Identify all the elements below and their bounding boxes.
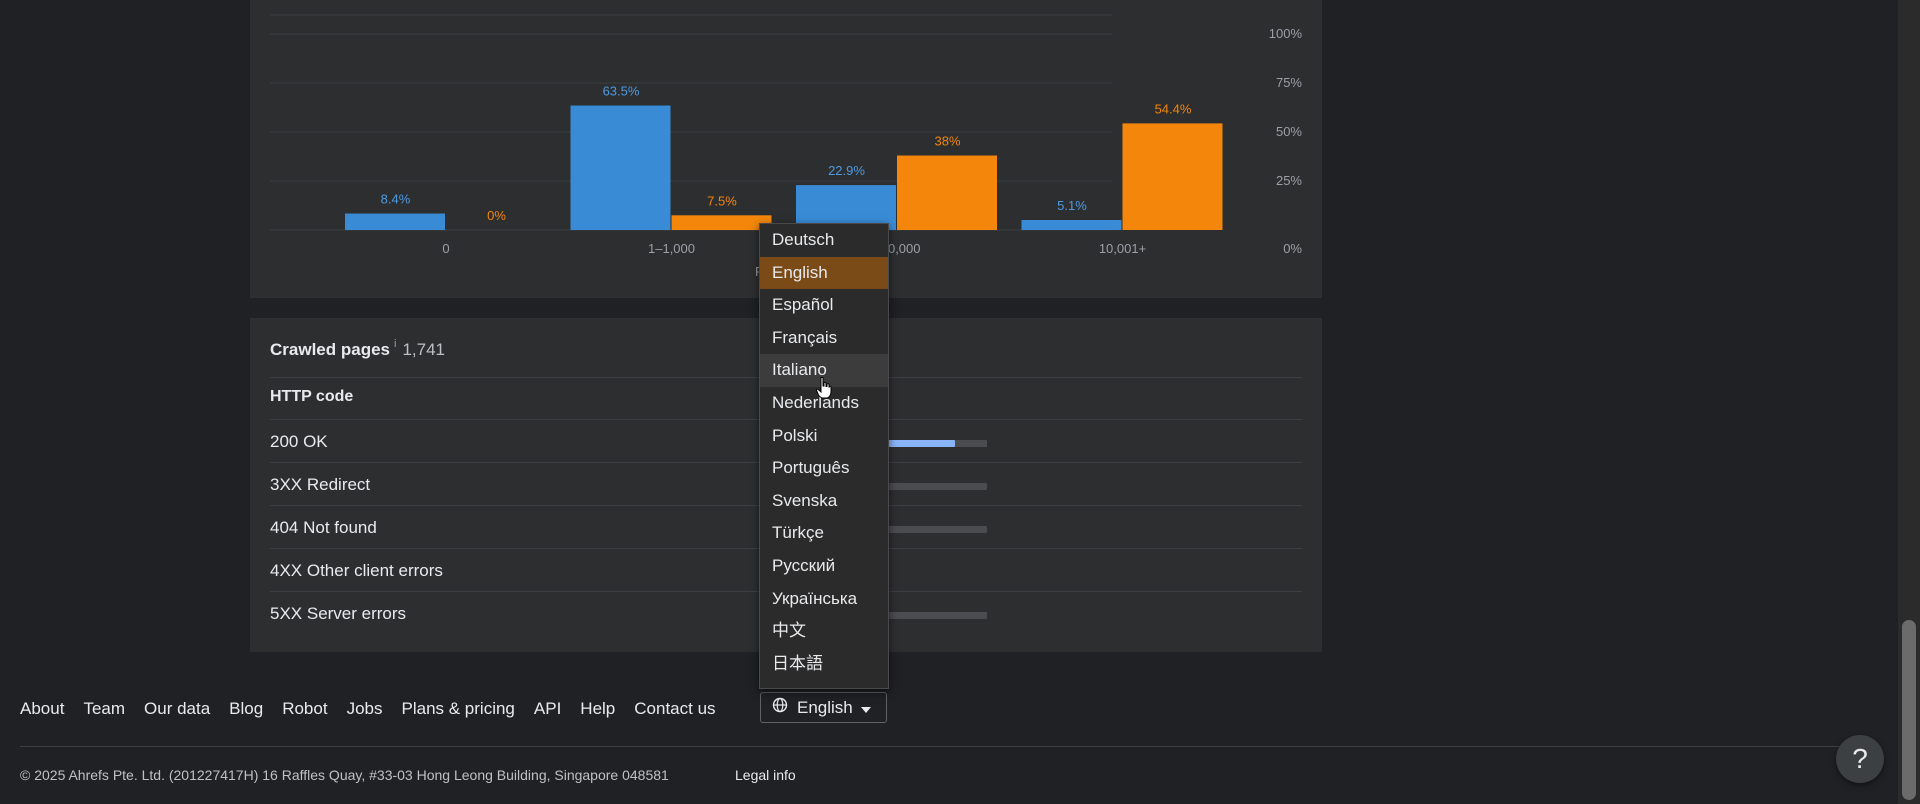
language-selector-label: English: [797, 697, 853, 717]
footer-link-plans-pricing[interactable]: Plans & pricing: [401, 699, 515, 718]
chart-bar: [796, 185, 896, 230]
footer-link-contact-us[interactable]: Contact us: [634, 699, 716, 718]
language-option-russian[interactable]: Русский: [772, 555, 836, 575]
footer-nav: About Team Our data Blog Robot Jobs Plan…: [20, 699, 735, 719]
bar-value-label: 38%: [934, 134, 960, 149]
footer-link-help[interactable]: Help: [580, 699, 616, 718]
bar-value-label: 0%: [487, 208, 506, 223]
chart-bar: [345, 213, 445, 230]
y-tick-label: 25%: [1276, 173, 1302, 188]
hand-cursor-icon: [816, 376, 832, 404]
y-tick-label: 75%: [1276, 75, 1302, 90]
language-option-turkce[interactable]: Türkçe: [772, 523, 824, 543]
crawled-pages-count: 1,741: [402, 340, 445, 359]
language-option-italiano[interactable]: Italiano: [760, 354, 888, 387]
legal-info-link[interactable]: Legal info: [735, 767, 796, 783]
http-code-label: 200 OK: [270, 432, 328, 451]
x-category-label: 10,001+: [1099, 241, 1146, 256]
http-code-header: HTTP code: [270, 388, 354, 405]
globe-icon: [772, 697, 788, 718]
language-menu: Deutsch English Español Français Italian…: [759, 223, 889, 689]
crawled-pages-heading: Crawled pages i 1,741: [270, 338, 445, 360]
language-selector-button[interactable]: English: [760, 692, 887, 723]
bar-value-label: 7.5%: [707, 193, 737, 208]
http-code-label: 4XX Other client errors: [270, 561, 443, 580]
bar-value-label: 22.9%: [828, 163, 865, 178]
copyright-text: © 2025 Ahrefs Pte. Ltd. (201227417H) 16 …: [20, 767, 669, 783]
bar-value-label: 5.1%: [1057, 198, 1087, 213]
language-option-english[interactable]: English: [760, 256, 888, 290]
footer-link-api[interactable]: API: [533, 699, 562, 718]
help-button[interactable]: ?: [1836, 735, 1884, 783]
info-icon[interactable]: i: [394, 338, 397, 350]
bar-value-label: 8.4%: [381, 192, 411, 207]
language-option-chinese[interactable]: 中文: [772, 621, 806, 641]
site-footer: About Team Our data Blog Robot Jobs Plan…: [0, 672, 1898, 804]
footer-link-blog[interactable]: Blog: [229, 699, 264, 718]
x-category-label: 0: [442, 241, 449, 256]
footer-divider: [20, 746, 1880, 747]
chart-bar: [897, 155, 997, 230]
y-tick-label: 50%: [1276, 124, 1302, 139]
x-category-label: 1–1,000: [648, 241, 695, 256]
share-bar-fill: [870, 440, 956, 447]
language-option-nederlands[interactable]: Nederlands: [772, 392, 859, 412]
chart-bar: [671, 215, 772, 230]
y-tick-label: 0%: [1283, 241, 1302, 256]
footer-link-jobs[interactable]: Jobs: [346, 699, 383, 718]
chart-bar: [1021, 220, 1122, 230]
http-code-label: 404 Not found: [270, 518, 377, 537]
scrollbar-thumb[interactable]: [1902, 620, 1916, 800]
language-option-portugues[interactable]: Português: [772, 458, 850, 478]
language-option-deutsch[interactable]: Deutsch: [772, 230, 835, 249]
footer-link-about[interactable]: About: [20, 699, 65, 718]
footer-link-robot[interactable]: Robot: [282, 699, 328, 718]
share-bar: [870, 612, 987, 619]
footer-link-team[interactable]: Team: [83, 699, 126, 718]
crawled-pages-title: Crawled pages: [270, 340, 390, 359]
footer-link-our-data[interactable]: Our data: [144, 699, 211, 718]
bar-value-label: 63.5%: [603, 84, 640, 99]
share-bar: [870, 440, 987, 447]
bar-value-label: 54.4%: [1155, 101, 1192, 116]
language-option-ukrainian[interactable]: Українська: [772, 588, 858, 608]
language-option-polski[interactable]: Polski: [772, 425, 818, 445]
chart-bar: [570, 105, 671, 230]
y-tick-label: 100%: [1269, 26, 1303, 41]
http-code-label: 3XX Redirect: [270, 475, 371, 494]
language-option-espanol[interactable]: Español: [772, 295, 834, 315]
caret-down-icon: [860, 698, 871, 718]
language-option-japanese[interactable]: 日本語: [772, 653, 823, 673]
bar-chart-svg: 0% 25% 50% 75% 100% 8.4% 0% 0 63.5% 7.5% 1–1,000 22…: [270, 14, 1303, 279]
page-scrollbar[interactable]: [1898, 0, 1920, 804]
language-option-svenska[interactable]: Svenska: [772, 490, 838, 510]
language-option-francais[interactable]: Français: [772, 327, 838, 347]
chart-bar: [1122, 123, 1223, 230]
http-code-label: 5XX Server errors: [270, 604, 407, 623]
